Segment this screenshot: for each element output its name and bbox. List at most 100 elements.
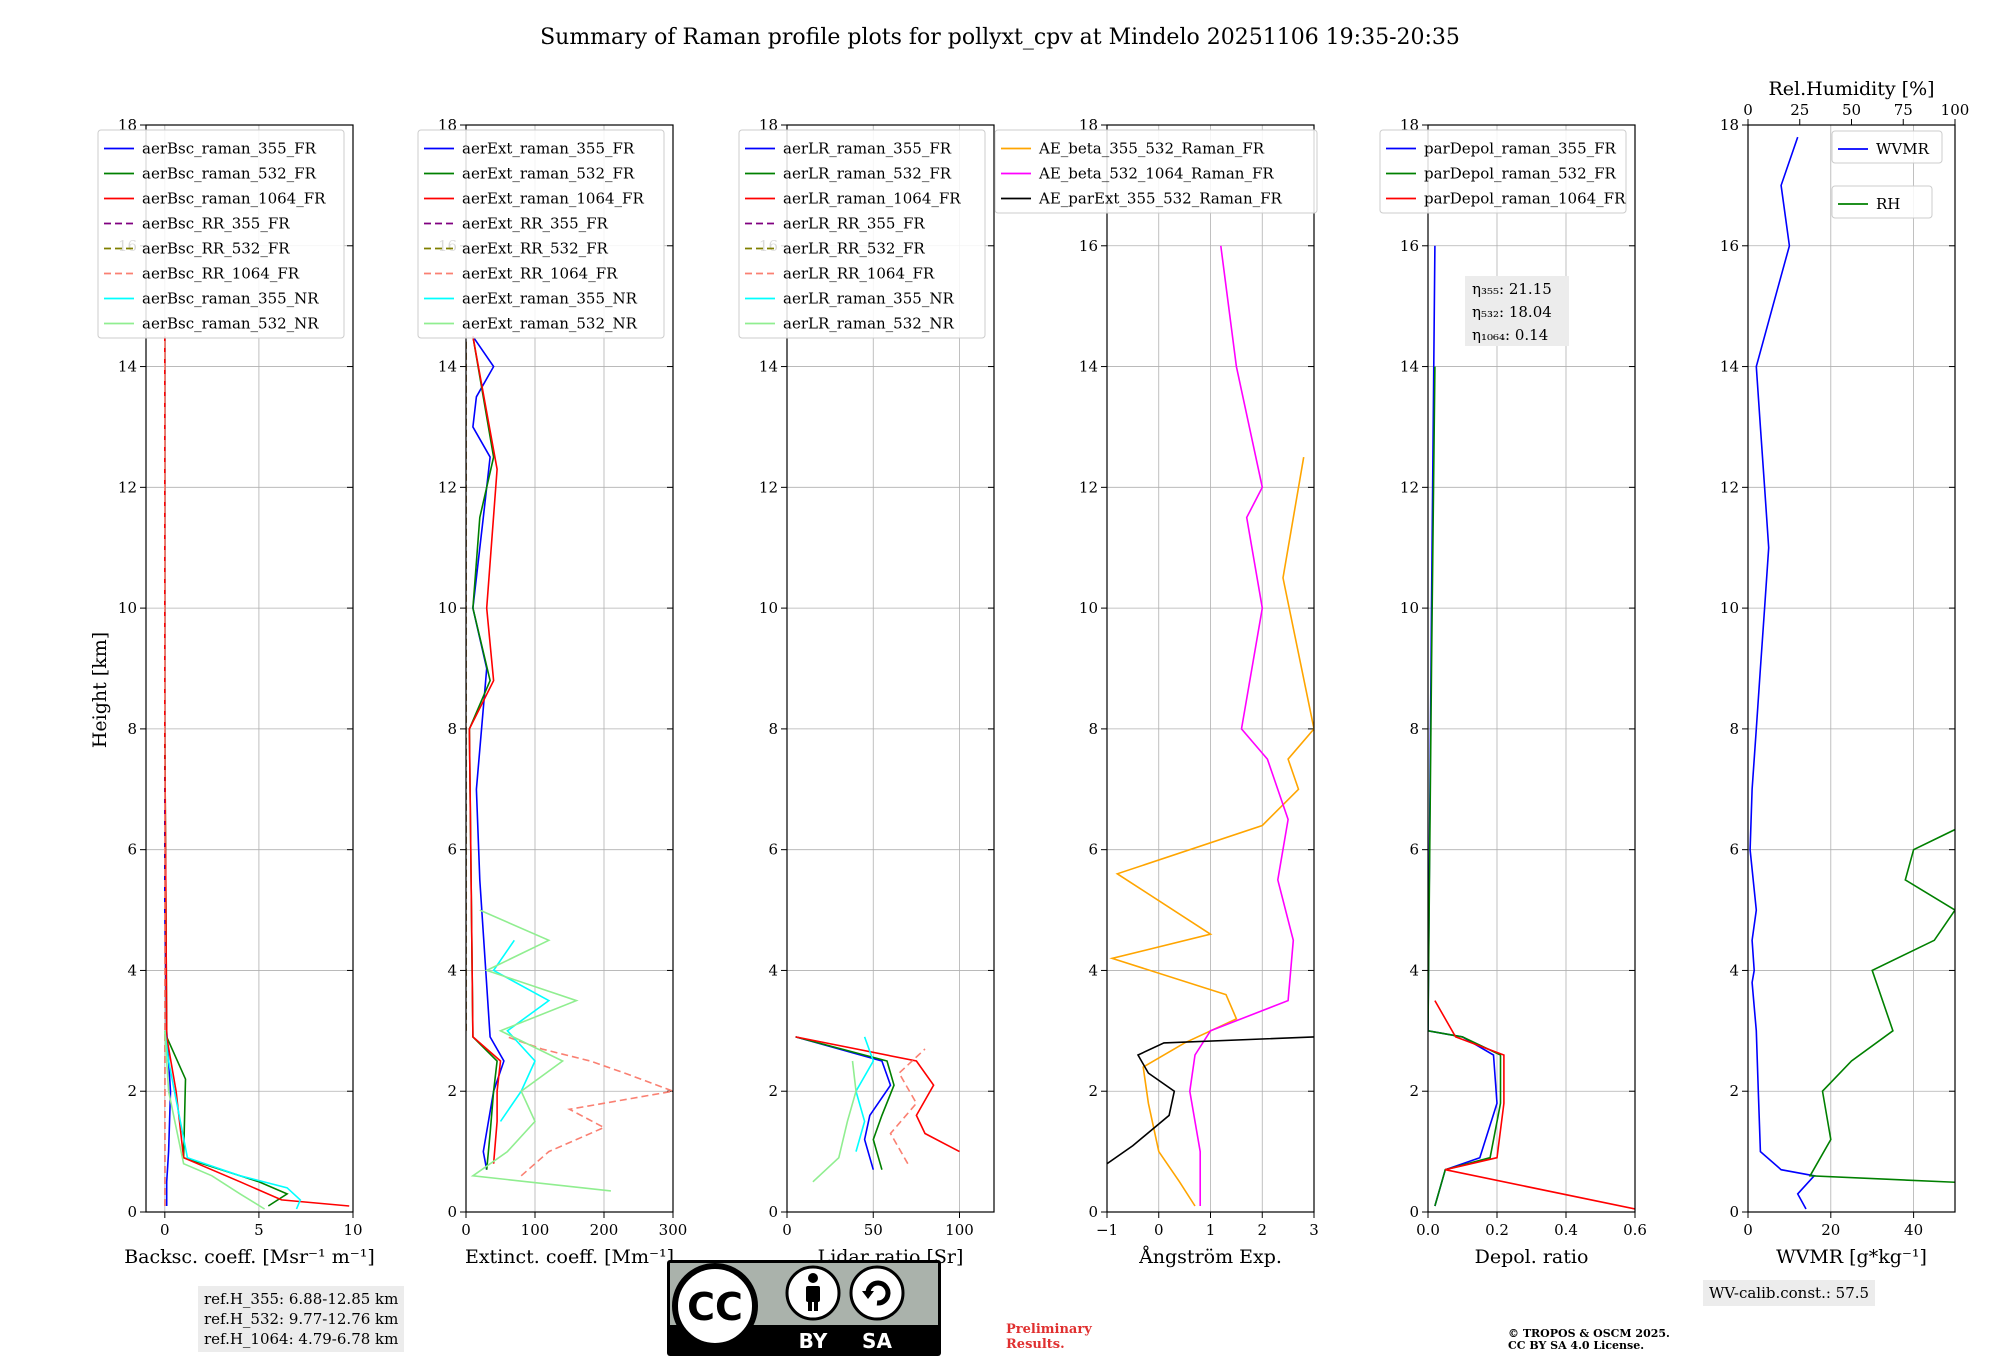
series-line-aerBsc_raman_532_NR — [164, 1030, 266, 1210]
legend-entry: aerExt_RR_532_FR — [462, 240, 609, 258]
x-tick-label: 0.2 — [1485, 1221, 1509, 1239]
panel-frame — [1747, 124, 1956, 1213]
cc-by-sa-badge: CC BY SA — [667, 1260, 941, 1356]
y-tick-label: 12 — [1400, 478, 1419, 496]
series-line-parDepol_raman_1064_FR — [1434, 1000, 1635, 1210]
x-tick-label: 0 — [1154, 1221, 1164, 1239]
depol-annotation: η₃₅₅: 21.15 η₅₃₂: 18.04 η₁₀₆₄: 0.14 — [1465, 276, 1569, 346]
copyright-note: © TROPOS & OSCM 2025. CC BY SA 4.0 Licen… — [1508, 1328, 1670, 1352]
x-tick-label: 200 — [590, 1221, 619, 1239]
y-tick-label: 14 — [1400, 358, 1419, 376]
y-tick-label: 18 — [1720, 116, 1739, 134]
y-tick-label: 10 — [118, 599, 137, 617]
legend-entry: aerExt_RR_355_FR — [462, 215, 609, 233]
series-line-aerBsc_raman_532_FR — [164, 336, 289, 1207]
refheight-532: ref.H_532: 9.77-12.76 km — [204, 1310, 399, 1328]
y-tick-label: 6 — [127, 841, 137, 859]
x-tick-label: 0.0 — [1416, 1221, 1440, 1239]
panel-frame — [1427, 124, 1636, 1213]
legend-entry: WVMR — [1876, 140, 1930, 158]
series-group — [1107, 245, 1314, 1207]
refheight-1064: ref.H_1064: 4.79-6.78 km — [204, 1330, 399, 1348]
y-tick-label: 6 — [1409, 841, 1419, 859]
depol-annotation-line: η₁₀₆₄: 0.14 — [1472, 326, 1548, 344]
x-tick-label: 0.6 — [1623, 1221, 1647, 1239]
y-tick-label: 8 — [1729, 720, 1739, 738]
depol-annotation-line: η₃₅₅: 21.15 — [1472, 280, 1552, 298]
legend-entry: aerBsc_raman_1064_FR — [142, 190, 326, 208]
legend-frame — [97, 129, 345, 339]
reference-heights-box: ref.H_355: 6.88-12.85 km ref.H_532: 9.77… — [198, 1286, 405, 1352]
legend-entry: aerExt_raman_1064_FR — [462, 190, 644, 208]
y-tick-label: 12 — [1079, 478, 1098, 496]
chart-title: Summary of Raman profile plots for polly… — [540, 25, 1460, 50]
series-line-WVMR — [1749, 136, 1816, 1210]
legend: aerBsc_raman_355_FR aerBsc_raman_532_FRae… — [97, 129, 345, 339]
y-tick-label: 6 — [1729, 841, 1739, 859]
y-tick-label: 16 — [1720, 237, 1739, 255]
panels: 0246810121416180510Backsc. coeff. [Msr⁻¹… — [97, 78, 1969, 1268]
y-tick-label: 8 — [447, 720, 457, 738]
x-tick-label: 0 — [160, 1221, 170, 1239]
y-tick-label: 16 — [1079, 237, 1098, 255]
panel-2: 0246810121416180100200300Extinct. coeff.… — [417, 116, 687, 1268]
wv-calib-text: WV-calib.const.: 57.5 — [1709, 1284, 1870, 1302]
y-tick-label: 2 — [1088, 1082, 1098, 1100]
legend-entry: aerBsc_RR_532_FR — [142, 240, 290, 258]
legend-entry: aerLR_raman_355_NR — [783, 290, 954, 308]
panel-frame — [1106, 124, 1315, 1213]
y-tick-label: 10 — [1079, 599, 1098, 617]
top-tick-label: 75 — [1894, 101, 1913, 119]
y-tick-label: 12 — [118, 478, 137, 496]
legend: WVMR — [1831, 130, 1943, 164]
y-tick-label: 4 — [447, 961, 457, 979]
x-axis-label: WVMR [g*kg⁻¹] — [1776, 1246, 1927, 1268]
legend-entry: parDepol_raman_1064_FR — [1424, 190, 1626, 208]
x-tick-label: 40 — [1904, 1221, 1923, 1239]
y-tick-label: 2 — [1729, 1082, 1739, 1100]
y-tick-label: 14 — [1720, 358, 1739, 376]
legend-frame — [1831, 185, 1933, 219]
legend-entry: aerLR_RR_355_FR — [783, 215, 925, 233]
panel-frame — [786, 124, 995, 1213]
x-tick-label: 0 — [782, 1221, 792, 1239]
series-line-aerBsc_raman_355_NR — [164, 1030, 302, 1210]
series-line-aerBsc_raman_1064_FR — [164, 336, 350, 1207]
y-tick-label: 14 — [118, 358, 137, 376]
y-tick-label: 12 — [759, 478, 778, 496]
y-tick-label: 4 — [1409, 961, 1419, 979]
x-tick-label: 10 — [343, 1221, 362, 1239]
series-line-AE_beta_355_532_Raman_FR — [1109, 456, 1314, 1207]
legend-entry: aerLR_RR_532_FR — [783, 240, 925, 258]
y-tick-label: 10 — [438, 599, 457, 617]
y-tick-label: 6 — [768, 841, 778, 859]
y-tick-label: 2 — [1409, 1082, 1419, 1100]
series-line-aerLR_raman_1064_FR — [795, 1036, 960, 1153]
legend: aerLR_raman_355_FR aerLR_raman_532_FR aerL… — [738, 129, 986, 339]
x-tick-label: 100 — [521, 1221, 550, 1239]
top-tick-label: 0 — [1743, 101, 1753, 119]
x-tick-label: 20 — [1821, 1221, 1840, 1239]
y-tick-label: 4 — [768, 961, 778, 979]
x-tick-label: 3 — [1309, 1221, 1319, 1239]
legend-entry: aerLR_RR_1064_FR — [783, 265, 935, 283]
series-line-aerLR_raman_532_FR — [795, 1036, 895, 1170]
share-alike-icon — [849, 1265, 905, 1321]
legend-frame — [417, 129, 665, 339]
series-group — [466, 335, 673, 1192]
y-tick-label: 4 — [1729, 961, 1739, 979]
y-tick-label: 0 — [1409, 1203, 1419, 1221]
legend-entry: aerExt_raman_355_NR — [462, 290, 638, 308]
y-tick-label: 14 — [438, 358, 457, 376]
series-line-aerExt_raman_1064_FR — [468, 336, 502, 1164]
legend-entry: aerBsc_raman_532_NR — [142, 315, 319, 333]
x-tick-label: 0 — [1743, 1221, 1753, 1239]
series-group — [795, 1036, 960, 1183]
refheight-355: ref.H_355: 6.88-12.85 km — [204, 1290, 399, 1308]
y-tick-label: 6 — [447, 841, 457, 859]
series-line-aerExt_raman_532_FR — [468, 336, 498, 1170]
legend-frame — [1379, 129, 1627, 214]
legend-entry: aerLR_raman_532_NR — [783, 315, 954, 333]
